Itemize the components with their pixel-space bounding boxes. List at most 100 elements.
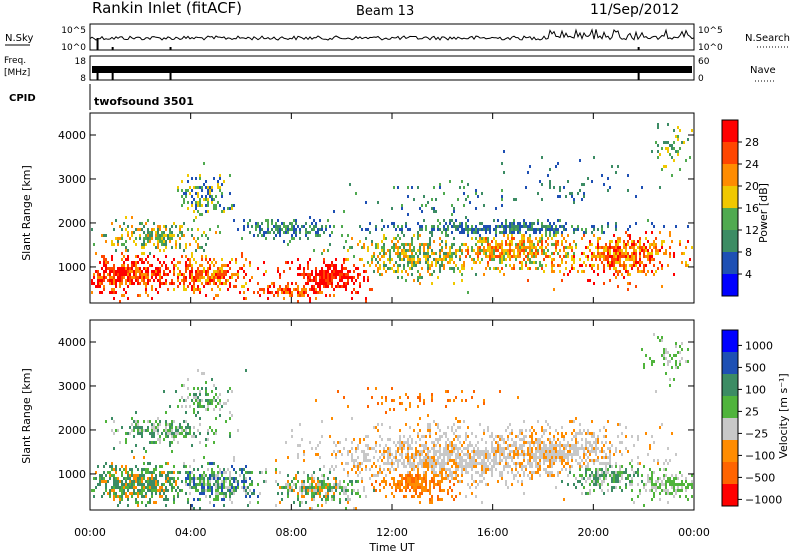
data-cell xyxy=(331,489,333,492)
data-cell xyxy=(313,225,315,228)
data-cell xyxy=(231,414,233,417)
data-cell xyxy=(257,483,259,486)
data-cell xyxy=(461,450,463,453)
data-cell xyxy=(457,267,459,270)
data-cell xyxy=(183,399,185,402)
data-cell xyxy=(435,258,437,261)
data-cell xyxy=(479,261,481,264)
data-cell xyxy=(235,471,237,474)
data-cell xyxy=(177,276,179,279)
data-cell xyxy=(589,450,591,453)
freq-tick-top: 18 xyxy=(75,57,87,67)
data-cell xyxy=(149,498,151,501)
data-cell xyxy=(439,222,441,225)
data-cell xyxy=(323,258,325,261)
data-cell xyxy=(333,492,335,495)
data-cell xyxy=(401,252,403,255)
data-cell xyxy=(437,474,439,477)
data-cell xyxy=(407,480,409,483)
data-cell xyxy=(317,234,319,237)
data-cell xyxy=(337,483,339,486)
power-colorbar-segment xyxy=(722,208,738,230)
data-cell xyxy=(239,474,241,477)
data-cell xyxy=(559,444,561,447)
data-cell xyxy=(541,450,543,453)
data-cell xyxy=(323,279,325,282)
data-cell xyxy=(535,447,537,450)
nsky-panel-frame xyxy=(89,23,695,51)
data-cell xyxy=(243,291,245,294)
data-cell xyxy=(105,489,107,492)
data-cell xyxy=(357,474,359,477)
data-cell xyxy=(455,471,457,474)
data-cell xyxy=(407,186,409,189)
data-cell xyxy=(505,258,507,261)
data-cell xyxy=(527,447,529,450)
data-cell xyxy=(173,477,175,480)
data-cell xyxy=(171,237,173,240)
data-cell xyxy=(529,228,531,231)
data-cell xyxy=(603,282,605,285)
data-cell xyxy=(217,225,219,228)
data-cell xyxy=(527,279,529,282)
data-cell xyxy=(429,423,431,426)
data-cell xyxy=(185,261,187,264)
data-cell xyxy=(217,486,219,489)
data-cell xyxy=(275,480,277,483)
data-cell xyxy=(283,288,285,291)
data-cell xyxy=(461,468,463,471)
data-cell xyxy=(143,243,145,246)
data-cell xyxy=(371,474,373,477)
data-cell xyxy=(379,465,381,468)
data-cell xyxy=(431,252,433,255)
data-cell xyxy=(115,495,117,498)
data-cell xyxy=(629,234,631,237)
data-cell xyxy=(411,495,413,498)
data-cell xyxy=(657,249,659,252)
data-cell xyxy=(557,456,559,459)
data-cell xyxy=(157,489,159,492)
data-cell xyxy=(559,459,561,462)
data-cell xyxy=(171,489,173,492)
data-cell xyxy=(395,453,397,456)
data-cell xyxy=(197,285,199,288)
data-cell xyxy=(123,270,125,273)
data-cell xyxy=(413,246,415,249)
data-cell xyxy=(443,447,445,450)
data-cell xyxy=(419,396,421,399)
data-cell xyxy=(315,225,317,228)
data-cell xyxy=(367,279,369,282)
data-cell xyxy=(601,441,603,444)
data-cell xyxy=(573,231,575,234)
data-cell xyxy=(433,186,435,189)
data-cell xyxy=(515,474,517,477)
data-cell xyxy=(317,477,319,480)
data-cell xyxy=(209,279,211,282)
data-cell xyxy=(163,429,165,432)
data-cell xyxy=(173,480,175,483)
data-cell xyxy=(383,249,385,252)
data-cell xyxy=(353,459,355,462)
data-cell xyxy=(187,396,189,399)
data-cell xyxy=(475,486,477,489)
data-cell xyxy=(329,468,331,471)
data-cell xyxy=(147,429,149,432)
data-cell xyxy=(539,438,541,441)
data-cell xyxy=(463,186,465,189)
data-cell xyxy=(157,432,159,435)
data-cell xyxy=(457,438,459,441)
data-cell xyxy=(243,483,245,486)
data-cell xyxy=(307,294,309,297)
data-cell xyxy=(259,471,261,474)
data-cell xyxy=(499,459,501,462)
data-cell xyxy=(137,261,139,264)
data-cell xyxy=(541,264,543,267)
data-cell xyxy=(363,264,365,267)
data-cell xyxy=(315,279,317,282)
data-cell xyxy=(551,261,553,264)
data-cell xyxy=(519,438,521,441)
date-title: 11/Sep/2012 xyxy=(590,2,679,18)
data-cell xyxy=(509,465,511,468)
data-cell xyxy=(577,225,579,228)
data-cell xyxy=(585,228,587,231)
